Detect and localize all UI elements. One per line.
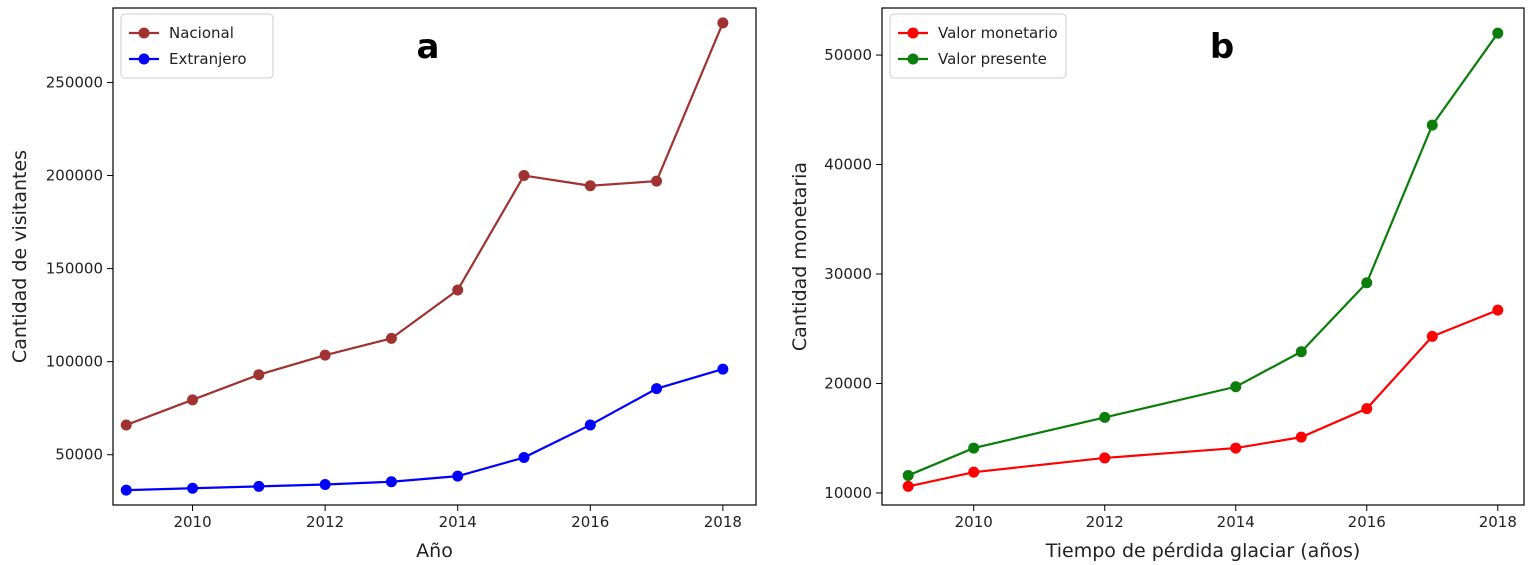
series-line: [126, 368, 724, 492]
y-tick-label: 10000: [824, 484, 872, 502]
legend-box: [120, 13, 274, 79]
data-point: [187, 482, 199, 494]
data-point: [1426, 119, 1438, 131]
data-point: [1426, 330, 1438, 342]
data-point: [1361, 277, 1373, 289]
data-point: [584, 180, 596, 192]
data-point: [1361, 403, 1373, 415]
series-nacional: [120, 17, 729, 431]
plot-frame: [112, 7, 757, 506]
panel-letter: a: [417, 27, 440, 67]
data-point: [1295, 431, 1307, 443]
x-tick-label: 2010: [173, 513, 211, 531]
data-point: [518, 452, 530, 464]
data-point: [968, 442, 980, 454]
data-point: [968, 466, 980, 478]
series-extranjero: [120, 363, 729, 496]
data-point: [1295, 346, 1307, 358]
data-point: [187, 394, 199, 406]
y-tick-label: 200000: [46, 167, 103, 185]
series-line: [125, 22, 724, 426]
x-axis-label: Tiempo de pérdida glaciar (años): [1045, 540, 1361, 562]
legend-swatch-marker: [907, 53, 919, 65]
legend-swatch-marker: [138, 27, 150, 39]
legend-entry: Valor monetario: [938, 24, 1058, 42]
x-tick-label: 2016: [1348, 513, 1386, 531]
data-point: [902, 480, 914, 492]
data-point: [253, 369, 265, 381]
data-point: [1230, 442, 1242, 454]
data-point: [120, 419, 132, 431]
panel-b: 2010 2012 2014 2016 2018 10000 20000 30000 40000…: [789, 7, 1525, 562]
legend-swatch-marker: [907, 27, 919, 39]
data-point: [584, 419, 596, 431]
data-point: [717, 363, 729, 375]
y-tick-label: 20000: [824, 374, 872, 392]
data-point: [1492, 27, 1504, 39]
legend-entry: Extranjero: [169, 50, 247, 68]
series-valor-monetario: [902, 304, 1504, 492]
data-point: [717, 17, 729, 29]
y-tick-label: 30000: [824, 265, 872, 283]
y-tick-label: 40000: [824, 156, 872, 174]
y-tick-label: 150000: [46, 260, 103, 278]
y-axis-label: Cantidad monetaria: [789, 162, 811, 351]
data-point: [1099, 452, 1111, 464]
series-line: [907, 309, 1499, 488]
x-tick-label: 2012: [1086, 513, 1124, 531]
y-tick-label: 100000: [46, 353, 103, 371]
data-point: [120, 484, 132, 496]
panel-letter: b: [1210, 27, 1234, 67]
x-tick-label: 2016: [571, 513, 609, 531]
legend-entry: Nacional: [169, 24, 234, 42]
legend-box: [889, 13, 1067, 79]
x-tick-label: 2010: [955, 513, 993, 531]
legend-swatch-marker: [138, 53, 150, 65]
x-tick-label: 2018: [704, 513, 742, 531]
data-point: [518, 170, 530, 182]
data-point: [651, 175, 663, 187]
series-valor-presente: [902, 27, 1504, 481]
x-axis-label: Año: [416, 540, 453, 562]
data-point: [385, 332, 397, 344]
x-tick-label: 2012: [306, 513, 344, 531]
data-point: [385, 476, 397, 488]
legend: Nacional Extranjero: [120, 13, 274, 79]
y-tick-label: 250000: [46, 73, 103, 91]
legend: Valor monetario Valor presente: [889, 13, 1067, 79]
panel-a: 2010 2012 2014 2016 2018 50000 100000 150000 200…: [9, 7, 757, 562]
y-axis-label: Cantidad de visitantes: [9, 150, 31, 363]
x-tick-label: 2014: [1217, 513, 1255, 531]
data-point: [902, 469, 914, 481]
data-point: [1230, 381, 1242, 393]
data-point: [452, 470, 464, 482]
plot-frame: [881, 7, 1525, 506]
data-point: [651, 383, 663, 395]
data-point: [452, 284, 464, 296]
x-tick-label: 2018: [1479, 513, 1517, 531]
data-point: [1099, 411, 1111, 423]
y-tick-label: 50000: [55, 446, 103, 464]
data-point: [319, 479, 331, 491]
legend-entry: Valor presente: [938, 50, 1047, 68]
data-point: [1492, 304, 1504, 316]
data-point: [253, 480, 265, 492]
y-tick-label: 50000: [824, 46, 872, 64]
data-point: [319, 349, 331, 361]
x-tick-label: 2014: [439, 513, 477, 531]
series-line: [907, 32, 1499, 477]
